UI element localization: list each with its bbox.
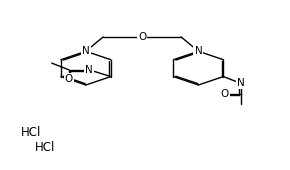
Text: N: N bbox=[237, 78, 244, 88]
Text: O: O bbox=[221, 89, 229, 99]
Text: N: N bbox=[82, 46, 90, 56]
Text: HCl: HCl bbox=[35, 141, 56, 154]
Text: O: O bbox=[138, 32, 146, 42]
Text: N: N bbox=[85, 65, 93, 75]
Text: O: O bbox=[65, 74, 73, 84]
Text: N: N bbox=[195, 46, 202, 56]
Text: HCl: HCl bbox=[21, 126, 41, 139]
